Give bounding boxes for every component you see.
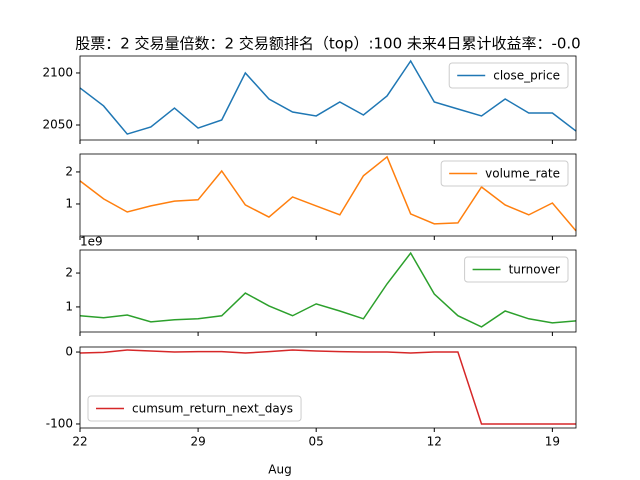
y-tick-label: 2050 xyxy=(42,118,73,132)
legend-box xyxy=(440,160,569,187)
legend-label: volume_rate xyxy=(485,167,560,181)
y-tick-label: -100 xyxy=(46,416,73,430)
data-line xyxy=(79,155,577,232)
legend-box xyxy=(464,256,569,283)
legend-label: close_price xyxy=(493,69,560,83)
y-tick-label: 2100 xyxy=(42,65,73,79)
data-line xyxy=(79,59,577,135)
x-tick-label: 19 xyxy=(545,435,560,449)
legend-box xyxy=(448,62,569,89)
y-tick-label: 2 xyxy=(65,164,73,178)
legend-label: turnover xyxy=(509,263,560,277)
x-axis-label: Aug xyxy=(268,463,291,477)
x-tick-label: 22 xyxy=(72,435,87,449)
x-tick-label: 29 xyxy=(190,435,205,449)
chart-title: 股票：2 交易量倍数：2 交易额排名（top）:100 未来4日累计收益率：-0… xyxy=(75,35,580,53)
y-tick-label: 2 xyxy=(65,266,73,280)
plot-frame xyxy=(79,153,577,237)
plot-frame xyxy=(79,346,577,429)
plot-frame xyxy=(79,55,577,141)
y-tick-label: 0 xyxy=(65,345,73,359)
plot-frame xyxy=(79,249,577,333)
offset-label: 1e9 xyxy=(80,235,103,249)
legend-label: cumsum_return_next_days xyxy=(132,402,293,416)
data-line xyxy=(79,251,577,328)
data-line xyxy=(79,349,576,425)
x-tick-label: 05 xyxy=(309,435,324,449)
y-tick-label: 1 xyxy=(65,299,73,313)
y-tick-label: 1 xyxy=(65,196,73,210)
x-tick-label: 12 xyxy=(427,435,442,449)
legend-box xyxy=(87,395,302,422)
